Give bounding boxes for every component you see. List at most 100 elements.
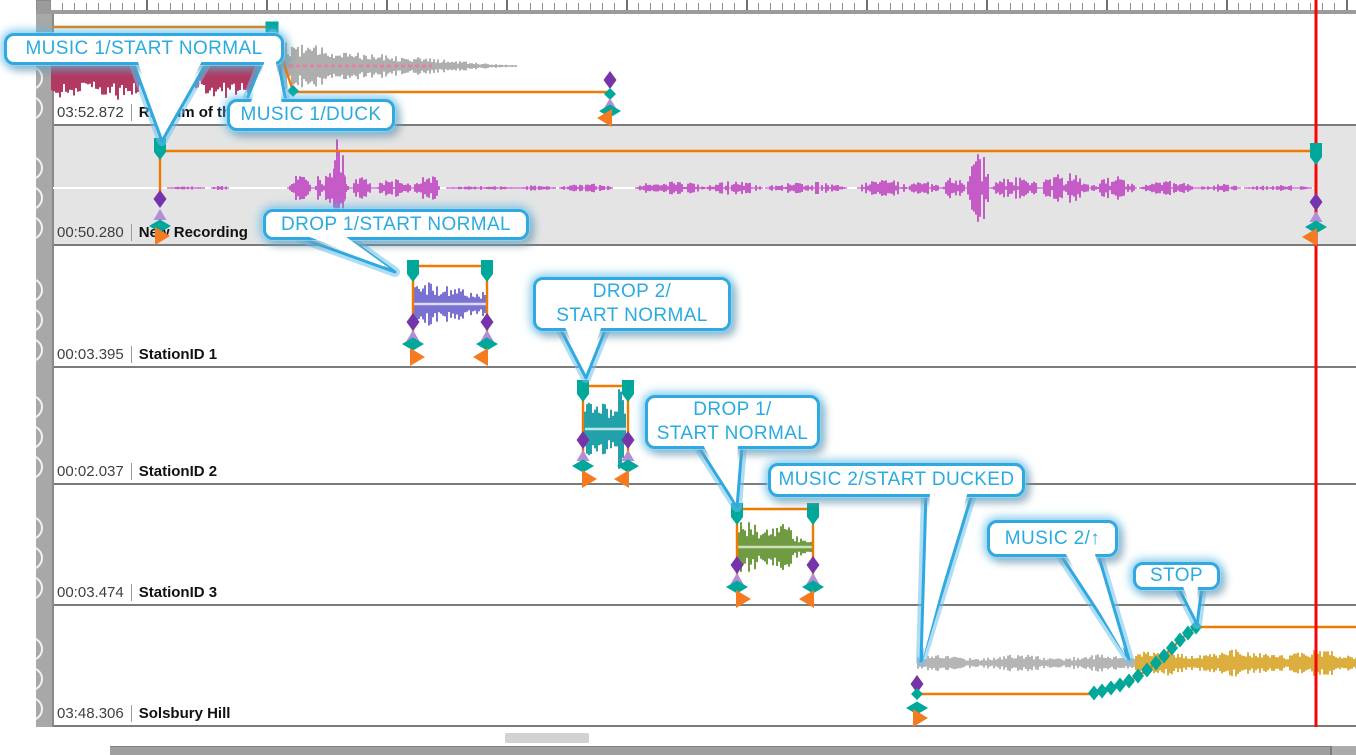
keyframe-diamond[interactable] <box>1132 668 1144 684</box>
keyframe-diamond[interactable] <box>1096 683 1108 699</box>
marker-purple-diamond[interactable] <box>406 313 420 331</box>
ruler-tick <box>158 3 159 10</box>
keyframe-flag[interactable] <box>622 380 634 402</box>
waveform-voice[interactable] <box>167 139 1312 237</box>
ruler-tick <box>470 3 471 10</box>
track-name: StationID 1 <box>138 346 218 363</box>
keyframe-diamond[interactable] <box>1088 685 1100 701</box>
ruler-tick <box>1286 3 1287 10</box>
track-row-stationid2[interactable]: 00:02.037 StationID 2 <box>36 368 1356 485</box>
track-name: Solsbury Hill <box>138 705 231 722</box>
ruler-tick <box>386 0 388 10</box>
timeline-ruler[interactable] <box>0 0 1356 14</box>
clip-stretch-handle[interactable] <box>597 109 612 127</box>
marker-fade-triangle[interactable] <box>603 98 617 109</box>
marker-teal-diamond[interactable] <box>906 701 928 715</box>
ruler-tick <box>518 3 519 10</box>
content-left-border <box>52 14 54 727</box>
marker-purple-diamond[interactable] <box>910 675 924 693</box>
ruler-tick <box>974 3 975 10</box>
keyframe-diamond[interactable] <box>1123 673 1135 689</box>
keyframe-diamond[interactable] <box>1158 648 1170 664</box>
ruler-tick <box>902 3 903 10</box>
ruler-tick <box>506 0 508 10</box>
waveform-solsbury-gold[interactable] <box>1135 649 1356 677</box>
ruler-tick <box>782 3 783 10</box>
marker-teal-diamond[interactable] <box>476 337 498 351</box>
clip-stretch-handle[interactable] <box>410 348 425 366</box>
clip-stretch-handle[interactable] <box>473 348 488 366</box>
ruler-tick <box>1046 3 1047 10</box>
marker-purple-diamond[interactable] <box>153 190 167 208</box>
keyframe-flag[interactable] <box>577 380 589 402</box>
track-row-new-recording[interactable]: 00:50.280 New Recording <box>36 126 1356 246</box>
ruler-tick <box>62 3 63 10</box>
track-row-solsbury[interactable]: 03:48.306 Solsbury Hill <box>36 606 1356 727</box>
label-divider <box>130 705 132 722</box>
clip-stretch-handle[interactable] <box>736 590 751 608</box>
keyframe-diamond[interactable] <box>1105 680 1117 696</box>
keyframe-diamond[interactable] <box>1166 640 1178 656</box>
marker-fade-triangle[interactable] <box>406 330 420 341</box>
marker-fade-triangle[interactable] <box>153 209 167 220</box>
keyframe-diamond[interactable] <box>604 88 616 100</box>
ruler-tick <box>230 3 231 10</box>
marker-teal-diamond[interactable] <box>726 580 748 594</box>
ruler-tick <box>602 3 603 10</box>
keyframe-diamond[interactable] <box>287 85 299 97</box>
marker-purple-diamond[interactable] <box>621 431 635 449</box>
ruler-tick <box>1250 3 1251 10</box>
ruler-tick <box>1010 3 1011 10</box>
marker-purple-diamond[interactable] <box>1309 193 1323 211</box>
clip-stretch-handle[interactable] <box>913 709 928 727</box>
marker-fade-triangle[interactable] <box>480 330 494 341</box>
marker-fade-triangle[interactable] <box>1309 211 1323 222</box>
callout-text: MUSIC 1/DUCK <box>240 104 382 125</box>
waveform-solsbury-gray[interactable] <box>917 654 1137 672</box>
marker-teal-diamond[interactable] <box>149 219 171 233</box>
track-label: 00:03.395 StationID 1 <box>57 346 217 363</box>
keyframe-diamond[interactable] <box>1114 677 1126 693</box>
keyframe-flag[interactable] <box>407 260 419 282</box>
ruler-tick <box>254 3 255 10</box>
clip-stretch-handle[interactable] <box>614 470 629 488</box>
ruler-tick <box>422 3 423 10</box>
marker-fade-triangle[interactable] <box>621 450 635 461</box>
marker-teal-diamond[interactable] <box>572 459 594 473</box>
keyframe-diamond[interactable] <box>1150 655 1162 671</box>
marker-teal-diamond[interactable] <box>402 337 424 351</box>
marker-purple-diamond[interactable] <box>480 313 494 331</box>
keyframe-flag[interactable] <box>481 260 493 282</box>
clip-stretch-handle[interactable] <box>799 590 814 608</box>
ruler-tick <box>134 3 135 10</box>
keyframe-flag[interactable] <box>1310 143 1322 165</box>
marker-purple-diamond[interactable] <box>603 71 617 89</box>
track-row-stationid1[interactable]: 00:03.395 StationID 1 <box>36 246 1356 368</box>
marker-purple-diamond[interactable] <box>730 556 744 574</box>
marker-purple-diamond[interactable] <box>576 431 590 449</box>
keyframe-diamond[interactable] <box>1141 662 1153 678</box>
keyframe-flag[interactable] <box>807 503 819 525</box>
ruler-tick <box>374 3 375 10</box>
track-row-stationid3[interactable]: 00:03.474 StationID 3 <box>36 485 1356 606</box>
keyframe-diamond[interactable] <box>911 688 923 700</box>
h-scrollbar-thumb[interactable] <box>505 733 589 743</box>
keyframe-diamond[interactable] <box>1174 632 1186 648</box>
callout-text: MUSIC 2/START DUCKED <box>778 469 1015 490</box>
keyframe-diamond[interactable] <box>1182 625 1194 641</box>
clip-stretch-handle[interactable] <box>582 470 597 488</box>
clip-stretch-handle[interactable] <box>1302 228 1317 246</box>
marker-teal-diamond[interactable] <box>802 580 824 594</box>
marker-teal-diamond[interactable] <box>1305 220 1327 234</box>
ruler-tick <box>650 3 651 10</box>
marker-purple-diamond[interactable] <box>806 556 820 574</box>
ruler-tick <box>122 3 123 10</box>
marker-teal-diamond[interactable] <box>617 459 639 473</box>
playhead[interactable] <box>1314 0 1318 727</box>
ruler-tick <box>806 3 807 10</box>
marker-fade-triangle[interactable] <box>730 573 744 584</box>
clip-stretch-handle[interactable] <box>155 227 170 245</box>
marker-fade-triangle[interactable] <box>576 450 590 461</box>
marker-fade-triangle[interactable] <box>806 573 820 584</box>
ruler-tick <box>458 3 459 10</box>
